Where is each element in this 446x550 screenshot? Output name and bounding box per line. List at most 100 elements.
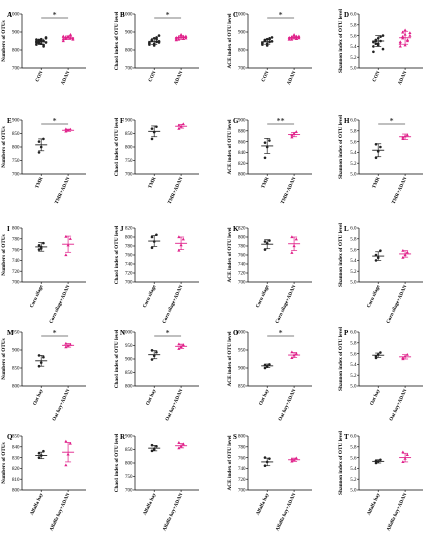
panel-label: E [7, 117, 12, 125]
data-point [150, 137, 154, 141]
significance-marker: * [53, 117, 57, 126]
category-label: ADAN [287, 70, 298, 86]
data-point [181, 343, 185, 347]
data-point [181, 34, 186, 38]
data-point [68, 237, 72, 240]
y-axis-label: Numbers of OTUs [1, 338, 7, 380]
data-point [261, 41, 264, 45]
panel-label: S [233, 433, 237, 441]
data-point [398, 40, 402, 44]
data-point [379, 351, 382, 354]
y-axis-label: ACE index of OTU level [227, 227, 233, 283]
panel-label: P [344, 329, 349, 337]
data-point [177, 248, 181, 252]
y-tick-label: 5.2 [350, 374, 357, 379]
y-axis-label: ACE index of OTU level [227, 331, 233, 387]
y-tick-label: 5.2 [350, 478, 357, 483]
data-point [374, 143, 378, 146]
data-point [37, 140, 41, 143]
data-point [408, 31, 412, 34]
y-axis-label: Chao1 index of OTU level [114, 433, 120, 492]
y-tick-label: 780 [12, 238, 20, 243]
y-tick-label: 900 [12, 349, 20, 354]
y-axis-label: ACE index of OTU level [227, 119, 233, 175]
panel-label: N [120, 329, 125, 337]
category-label: Corn silage [30, 284, 45, 309]
y-tick-label: 950 [238, 349, 246, 354]
y-tick-label: 5.8 [350, 130, 357, 135]
y-tick-label: 5.6 [350, 248, 357, 253]
y-tick-label: 950 [12, 331, 20, 336]
data-point [177, 441, 181, 444]
y-tick-label: 700 [238, 67, 246, 72]
y-axis-label: Chao1 index of OTU level [114, 11, 120, 70]
y-tick-label: 900 [125, 119, 133, 124]
data-point [64, 463, 68, 467]
y-tick-label: 800 [125, 236, 133, 241]
y-tick-label: 900 [125, 31, 133, 36]
y-tick-label: 840 [238, 151, 246, 156]
panel-label: R [120, 433, 126, 441]
y-tick-label: 700 [125, 489, 133, 494]
category-label: Alfalfa hay [256, 492, 271, 516]
y-tick-label: 5.2 [350, 56, 357, 61]
y-axis-label: ACE index of OTU level [227, 435, 233, 491]
y-tick-label: 720 [12, 270, 20, 275]
y-tick-label: 720 [125, 272, 133, 277]
category-label: Corn silage+ADAN [49, 284, 71, 324]
significance-marker: * [166, 329, 170, 338]
y-tick-label: 5.2 [350, 162, 357, 167]
y-tick-label: 750 [125, 475, 133, 480]
data-point [263, 366, 267, 370]
category-label: Alfalfa hay [30, 492, 45, 516]
y-tick-label: 5.4 [350, 259, 357, 264]
y-tick-label: 800 [12, 227, 20, 232]
data-point [379, 35, 382, 38]
category-label: TMR [148, 176, 158, 189]
y-tick-label: 760 [12, 248, 20, 253]
y-tick-label: 700 [12, 67, 20, 72]
data-point [408, 33, 412, 37]
y-tick-label: 880 [238, 130, 246, 135]
y-tick-label: 800 [12, 385, 20, 390]
y-tick-label: 800 [12, 146, 20, 151]
y-tick-label: 5.6 [350, 352, 357, 357]
y-axis-label: Chao1 index of OTU level [114, 225, 120, 284]
data-point [150, 127, 154, 130]
y-tick-label: 700 [238, 281, 246, 286]
y-tick-label: 750 [12, 159, 20, 164]
y-tick-label: 830 [12, 456, 20, 461]
category-label: TMR+ADAN [392, 176, 409, 205]
data-point [44, 37, 48, 40]
data-point [268, 457, 271, 460]
data-point [405, 133, 409, 137]
y-tick-label: 5.0 [350, 385, 357, 390]
data-point [179, 33, 183, 36]
y-tick-label: 800 [238, 435, 246, 440]
category-label: Alfalfa hay+ADAN [163, 492, 185, 532]
data-point [379, 145, 382, 149]
y-tick-label: 720 [238, 478, 246, 483]
data-point [157, 34, 161, 37]
data-point [37, 248, 41, 251]
data-point [379, 249, 382, 252]
significance-marker: * [390, 117, 394, 126]
y-tick-label: 900 [125, 435, 133, 440]
y-tick-label: 820 [238, 227, 246, 232]
data-point [155, 350, 158, 354]
data-point [148, 41, 151, 45]
y-tick-label: 800 [125, 49, 133, 54]
data-point [37, 456, 41, 459]
y-axis-label: Numbers of OTUs [1, 234, 7, 276]
y-tick-label: 6.0 [350, 227, 357, 232]
y-tick-label: 6.0 [350, 435, 357, 440]
y-tick-label: 780 [238, 446, 246, 451]
data-point [37, 243, 41, 247]
data-point [42, 43, 45, 47]
